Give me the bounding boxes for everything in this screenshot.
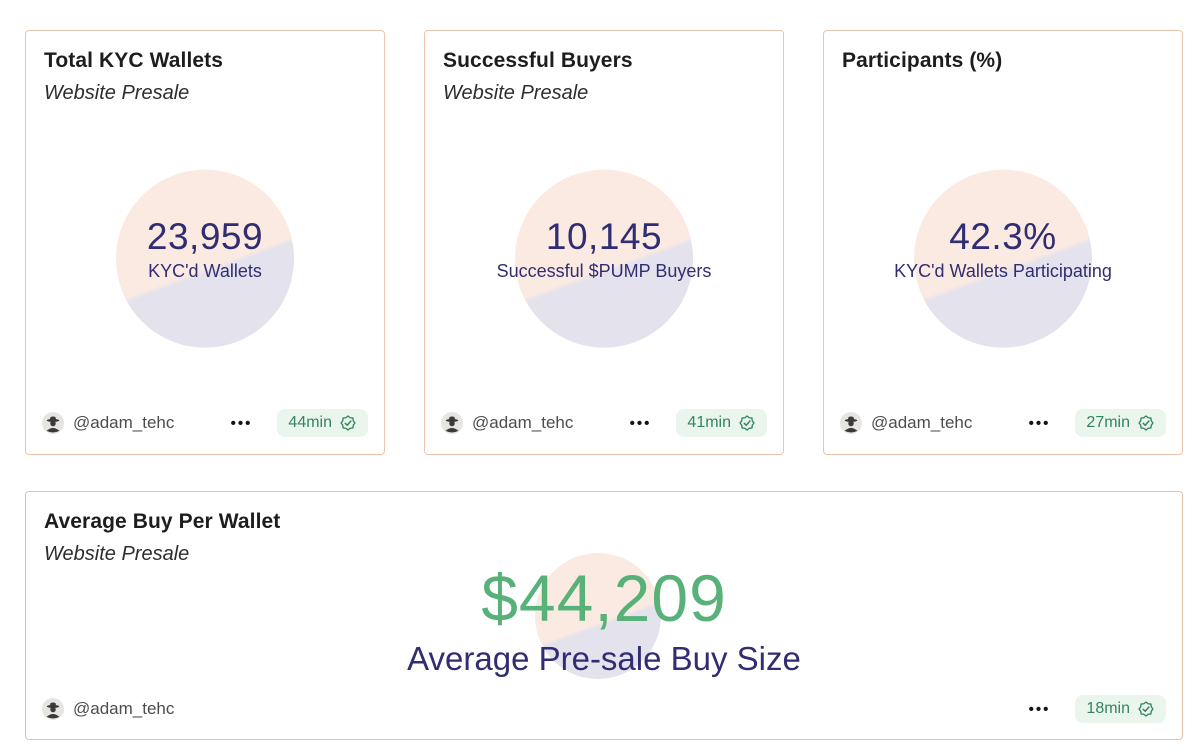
counter-card-average-buy: Average Buy Per Wallet Website Presale $… (25, 491, 1183, 740)
refresh-age-text: 18min (1086, 700, 1130, 717)
card-subtitle: Website Presale (44, 82, 190, 104)
counter-value: $44,209 (481, 560, 727, 635)
more-options-icon[interactable]: ••• (629, 414, 652, 432)
card-title: Participants (%) (842, 49, 1003, 72)
counter-label: KYC'd Wallets Participating (894, 260, 1112, 281)
refresh-age-text: 44min (288, 414, 332, 431)
card-header: Successful Buyers Website Presale (425, 31, 783, 119)
card-title: Total KYC Wallets (44, 49, 224, 72)
more-options-icon[interactable]: ••• (1028, 700, 1051, 718)
card-header: Participants (%) (824, 31, 1182, 119)
author-username[interactable]: @adam_tehc (73, 413, 175, 432)
counter-label: KYC'd Wallets (148, 260, 262, 281)
card-footer: @adam_tehc ••• 44min (26, 408, 384, 454)
counter-label: Successful $PUMP Buyers (496, 260, 712, 281)
refresh-age-text: 27min (1086, 414, 1130, 431)
card-title: Successful Buyers (443, 49, 633, 72)
author-username[interactable]: @adam_tehc (73, 699, 175, 718)
background-pie-chart (914, 169, 1092, 348)
card-footer: @adam_tehc ••• 41min (425, 408, 783, 454)
counter-value: 10,145 (545, 215, 663, 257)
verified-seal-icon (738, 414, 756, 432)
counter-card-successful-buyers: Successful Buyers Website Presale 10,145… (424, 30, 784, 455)
author-avatar[interactable] (42, 412, 64, 434)
more-options-icon[interactable]: ••• (230, 414, 253, 432)
counter-body: 10,145 Successful $PUMP Buyers (425, 119, 783, 408)
card-footer: @adam_tehc ••• 18min (26, 693, 1182, 739)
counter-card-row: Total KYC Wallets Website Presale 23,959… (25, 30, 1183, 455)
verified-seal-icon (1137, 700, 1155, 718)
counter-label: Average Pre-sale Buy Size (407, 639, 801, 677)
verified-seal-icon (339, 414, 357, 432)
counter-card-participants: Participants (%) 42.3% KYC'd Wallets Par… (823, 30, 1183, 455)
verified-seal-icon (1137, 414, 1155, 432)
background-pie-chart (535, 553, 662, 679)
author-avatar[interactable] (42, 698, 64, 720)
author-username[interactable]: @adam_tehc (871, 413, 973, 432)
card-subtitle: Website Presale (443, 82, 589, 104)
background-pie-chart (515, 169, 693, 348)
card-header: Average Buy Per Wallet Website Presale (26, 492, 298, 580)
refresh-age-badge[interactable]: 41min (676, 409, 767, 437)
refresh-age-badge[interactable]: 44min (277, 409, 368, 437)
author-username[interactable]: @adam_tehc (472, 413, 574, 432)
more-options-icon[interactable]: ••• (1028, 414, 1051, 432)
counter-body: $44,209 Average Pre-sale Buy Size (26, 492, 1182, 739)
author-avatar[interactable] (441, 412, 463, 434)
refresh-age-badge[interactable]: 27min (1075, 409, 1166, 437)
refresh-age-text: 41min (687, 414, 731, 431)
counter-card-total-kyc-wallets: Total KYC Wallets Website Presale 23,959… (25, 30, 385, 455)
counter-body: 23,959 KYC'd Wallets (26, 119, 384, 408)
counter-value: 23,959 (146, 215, 264, 257)
card-header: Total KYC Wallets Website Presale (26, 31, 384, 119)
card-subtitle: Website Presale (44, 543, 190, 565)
refresh-age-badge[interactable]: 18min (1075, 695, 1166, 723)
author-avatar[interactable] (840, 412, 862, 434)
counter-value: 42.3% (949, 215, 1057, 257)
background-pie-chart (116, 169, 294, 348)
card-title: Average Buy Per Wallet (44, 510, 281, 533)
counter-body: 42.3% KYC'd Wallets Participating (824, 119, 1182, 408)
card-footer: @adam_tehc ••• 27min (824, 408, 1182, 454)
